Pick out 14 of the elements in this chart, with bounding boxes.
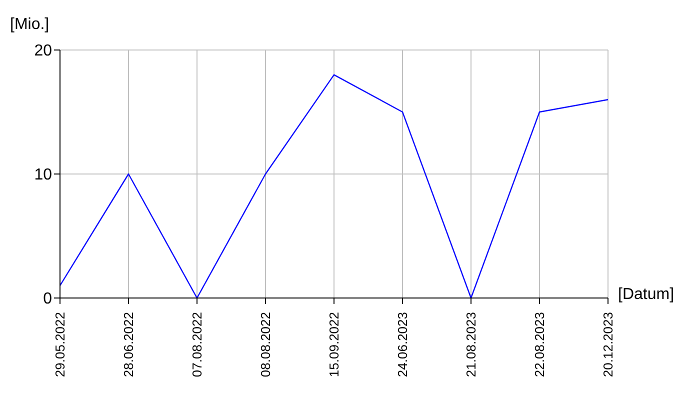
x-tick-label: 15.09.2022: [326, 312, 342, 378]
y-tick-label: 0: [43, 290, 52, 308]
x-axis-title: [Datum]: [618, 286, 674, 304]
x-tick-label: 08.08.2022: [258, 312, 273, 378]
x-tick-label: 22.08.2023: [532, 312, 547, 378]
x-tick-label: 20.12.2023: [600, 312, 616, 378]
x-tick-label: 28.06.2022: [121, 312, 136, 378]
x-tick-label: 07.08.2022: [190, 312, 204, 378]
y-tick-label: 10: [34, 166, 52, 184]
x-tick-label: 29.05.2022: [52, 312, 68, 378]
x-tick-label: 21.08.2023: [464, 312, 478, 378]
y-tick-label: 20: [34, 42, 52, 60]
y-axis-title: [Mio.]: [10, 16, 50, 34]
x-tick-label: 24.06.2023: [395, 312, 410, 378]
